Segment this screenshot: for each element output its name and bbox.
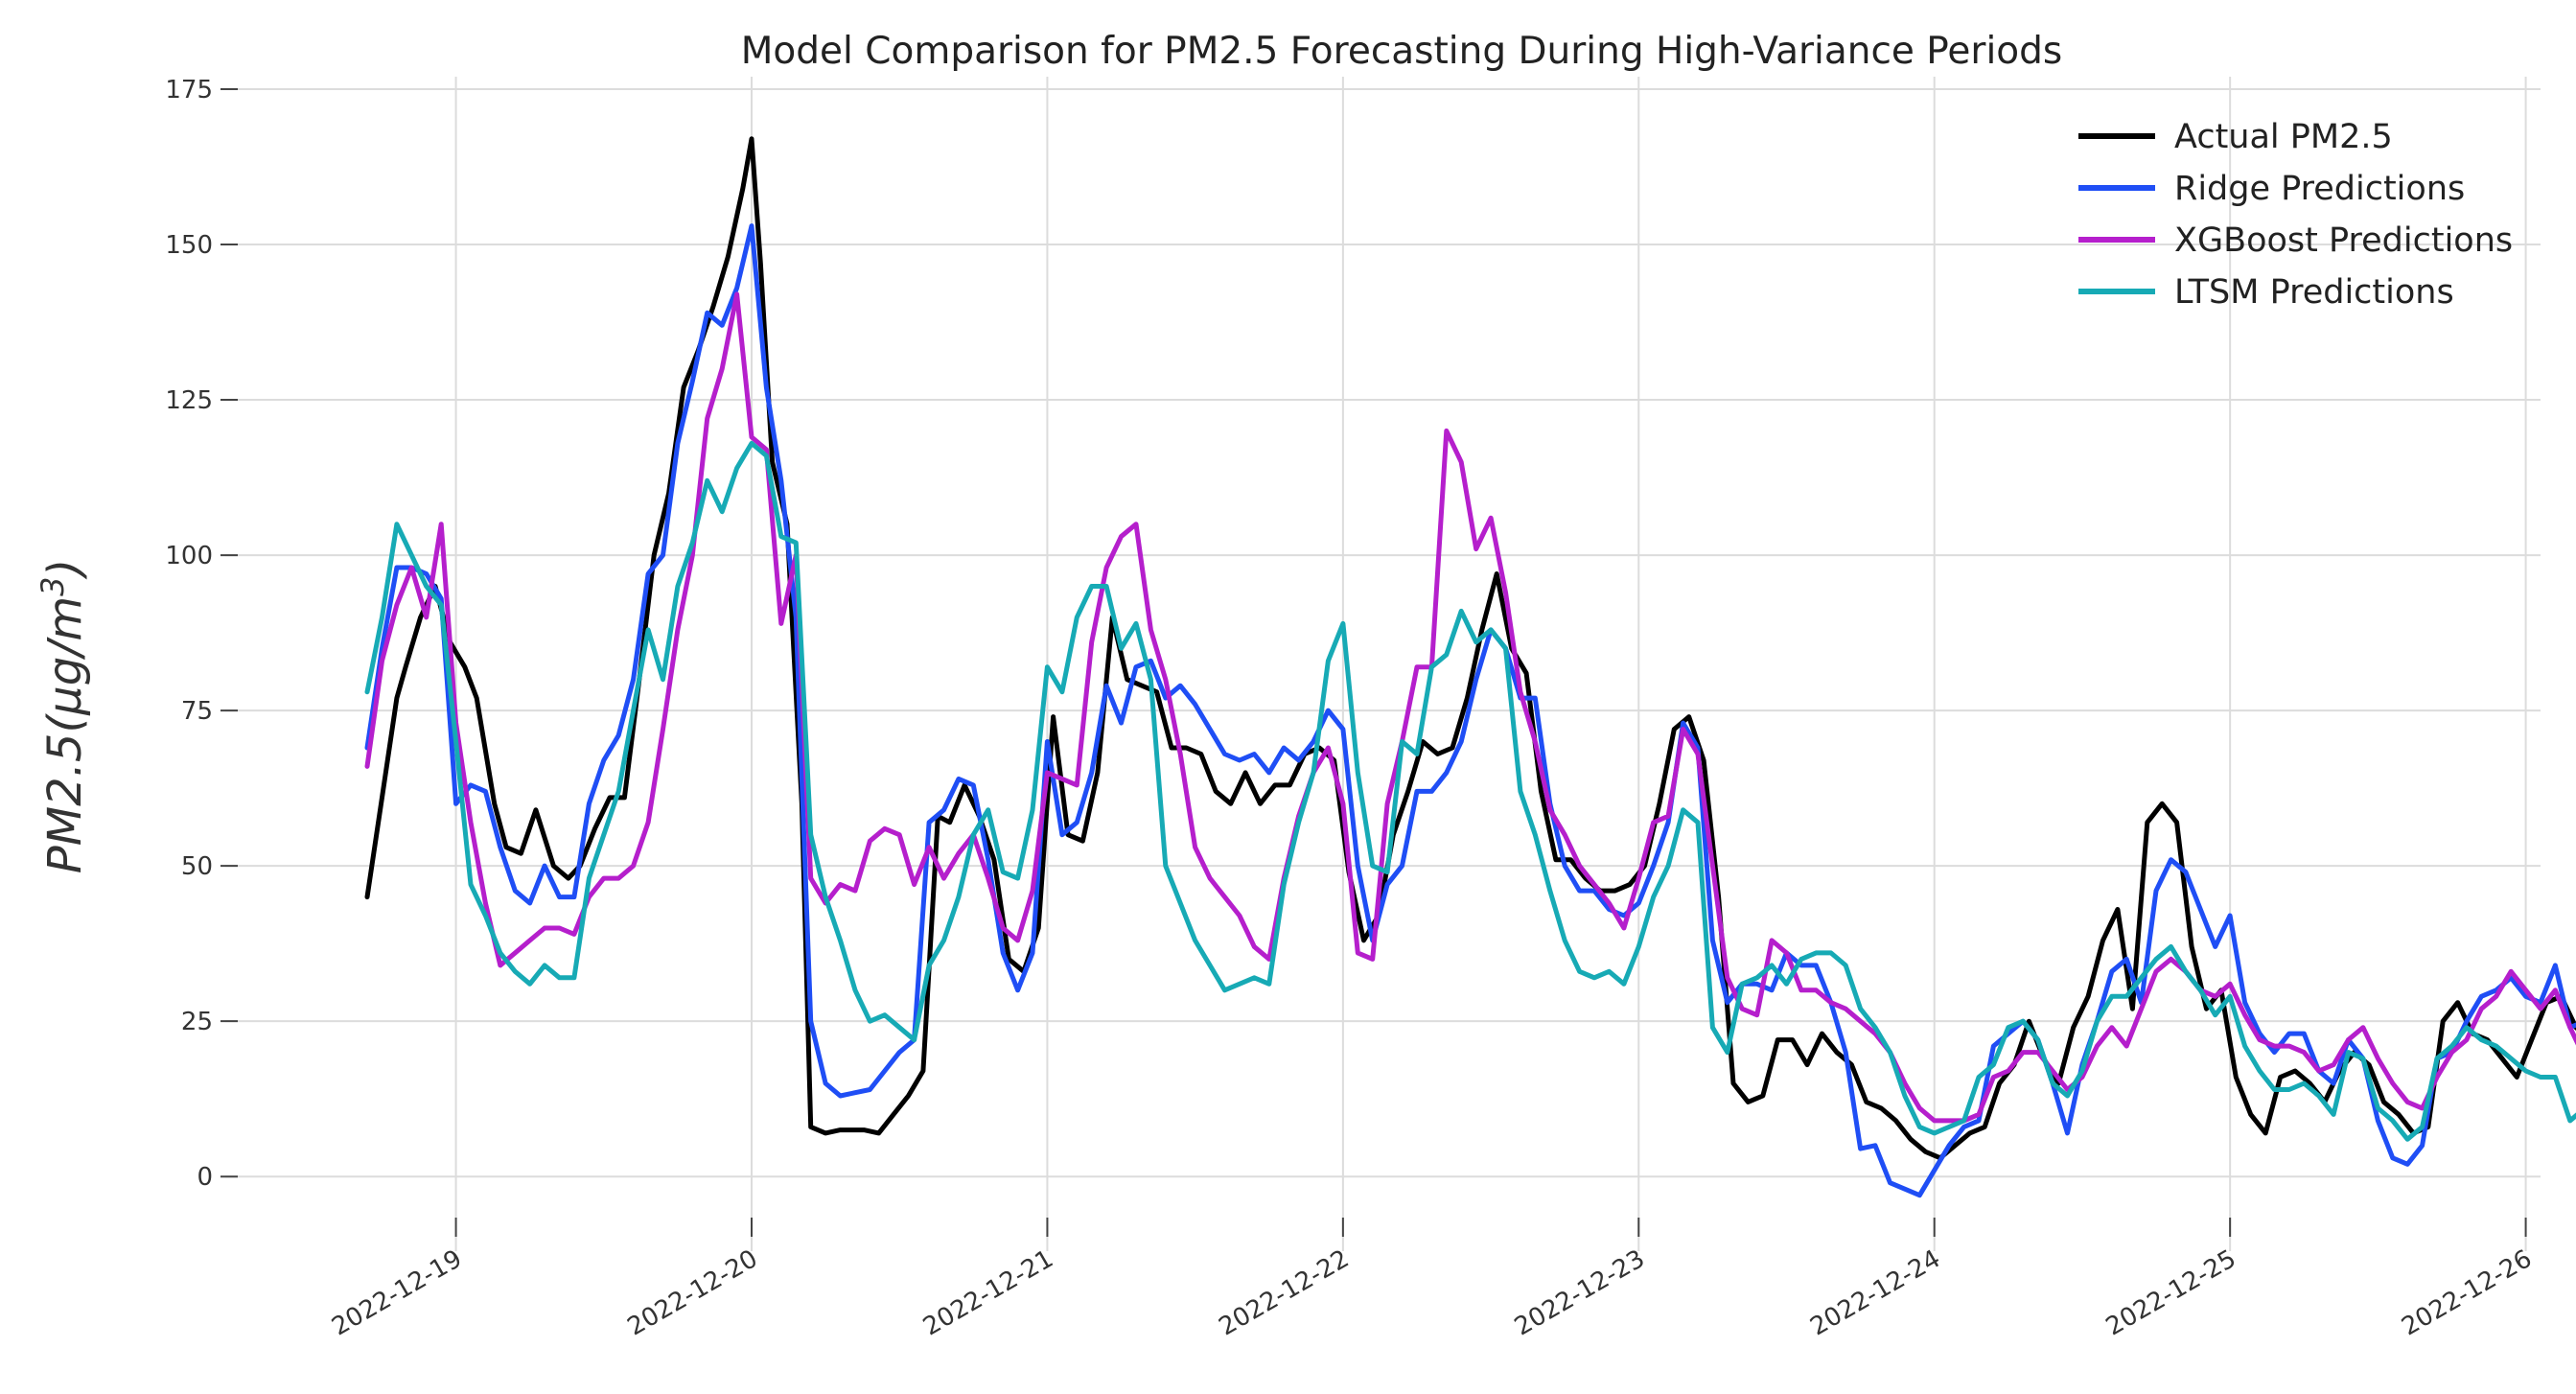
- y-tick-label: 125: [165, 386, 213, 415]
- legend-item-label[interactable]: Actual PM2.5: [2174, 118, 2393, 156]
- y-axis-label-close: ): [38, 559, 92, 580]
- legend[interactable]: Actual PM2.5 Ridge Predictions XGBoost Pre…: [2078, 118, 2513, 312]
- y-axis-label-base: PM2.5(: [38, 713, 92, 874]
- legend-item-label[interactable]: LTSM Predictions: [2174, 273, 2454, 312]
- y-axis-label: PM2.5(μg/m3): [35, 559, 92, 873]
- y-tick-label: 50: [181, 852, 213, 881]
- chart-title: Model Comparison for PM2.5 Forecasting D…: [741, 30, 2062, 73]
- series-line-xgboost-predictions: [364, 291, 2576, 1124]
- y-axis-label-exp: 3: [35, 577, 71, 596]
- series-line-ltsm-predictions: [364, 440, 2576, 1142]
- y-tick-label: 100: [165, 542, 213, 570]
- y-tick-label: 0: [197, 1163, 213, 1192]
- y-tick-label: 25: [181, 1008, 213, 1036]
- grid: [225, 77, 2541, 1251]
- y-axis: 0 25 50 75 100 125 150 175: [165, 76, 238, 1192]
- y-tick-label: 175: [165, 76, 213, 105]
- plot-area: [364, 136, 2576, 1198]
- legend-item-label[interactable]: Ridge Predictions: [2174, 170, 2465, 208]
- legend-item-label[interactable]: XGBoost Predictions: [2174, 221, 2513, 260]
- y-tick-label: 75: [181, 697, 213, 726]
- y-tick-label: 150: [165, 231, 213, 260]
- y-axis-label-unit: μg/m: [38, 596, 92, 716]
